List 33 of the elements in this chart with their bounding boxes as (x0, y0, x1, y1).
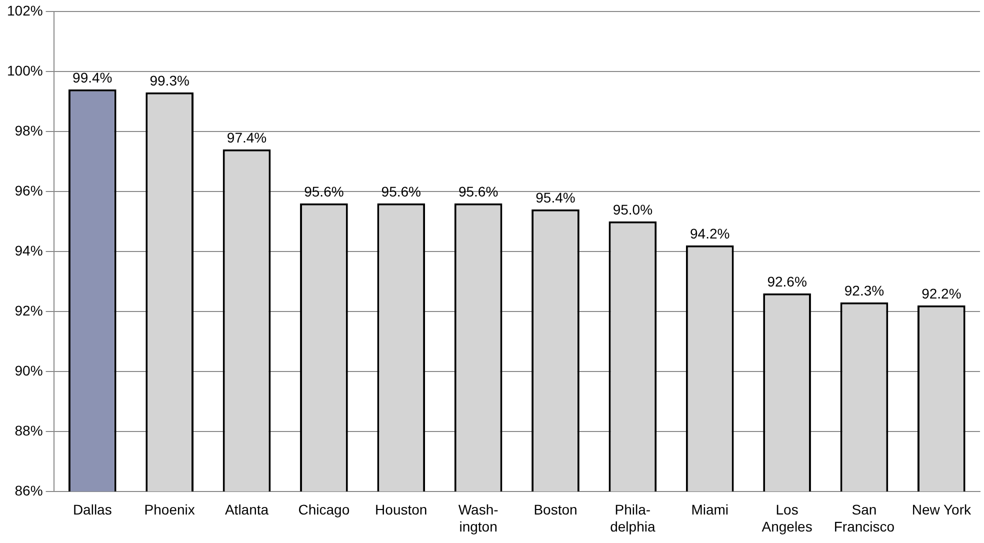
y-tick-label: 100% (6, 62, 43, 78)
x-tick-label: Houston (375, 502, 428, 518)
y-tick-label: 96% (14, 182, 43, 198)
x-tick-label: San Francisco (834, 502, 895, 534)
x-tick-label: Wash- ington (458, 502, 499, 534)
data-label: 92.3% (844, 282, 884, 298)
x-tick-label: Miami (691, 502, 729, 518)
y-tick-label: 92% (14, 302, 43, 318)
x-tick-label: Dallas (72, 502, 112, 518)
x-tick-label: Phoenix (144, 502, 195, 518)
y-tick-label: 98% (14, 122, 43, 138)
data-label: 92.2% (922, 285, 962, 302)
data-label: 99.3% (150, 72, 190, 88)
data-label: 95.6% (304, 183, 344, 200)
x-tick-label: Los Angeles (762, 502, 812, 534)
x-tick-label: New York (912, 502, 972, 518)
y-tick-label: 90% (14, 362, 43, 378)
y-tick-label: 102% (6, 2, 43, 18)
data-label: 95.6% (381, 183, 421, 200)
data-label: 95.6% (458, 183, 498, 200)
data-label: 95.0% (612, 201, 653, 218)
x-tick-label: Boston (534, 502, 578, 518)
y-tick-label: 94% (14, 242, 43, 258)
data-label: 92.6% (767, 273, 807, 290)
data-label: 99.4% (72, 69, 112, 86)
x-tick-label: Atlanta (224, 502, 269, 518)
data-label: 94.2% (690, 225, 730, 242)
data-label: 95.4% (536, 189, 576, 206)
x-tick-label: Chicago (298, 502, 350, 518)
y-tick-label: 86% (14, 482, 43, 498)
data-label: 97.4% (226, 129, 267, 146)
x-tick-label: Phila- delphia (610, 502, 656, 534)
y-tick-label: 88% (14, 422, 43, 438)
